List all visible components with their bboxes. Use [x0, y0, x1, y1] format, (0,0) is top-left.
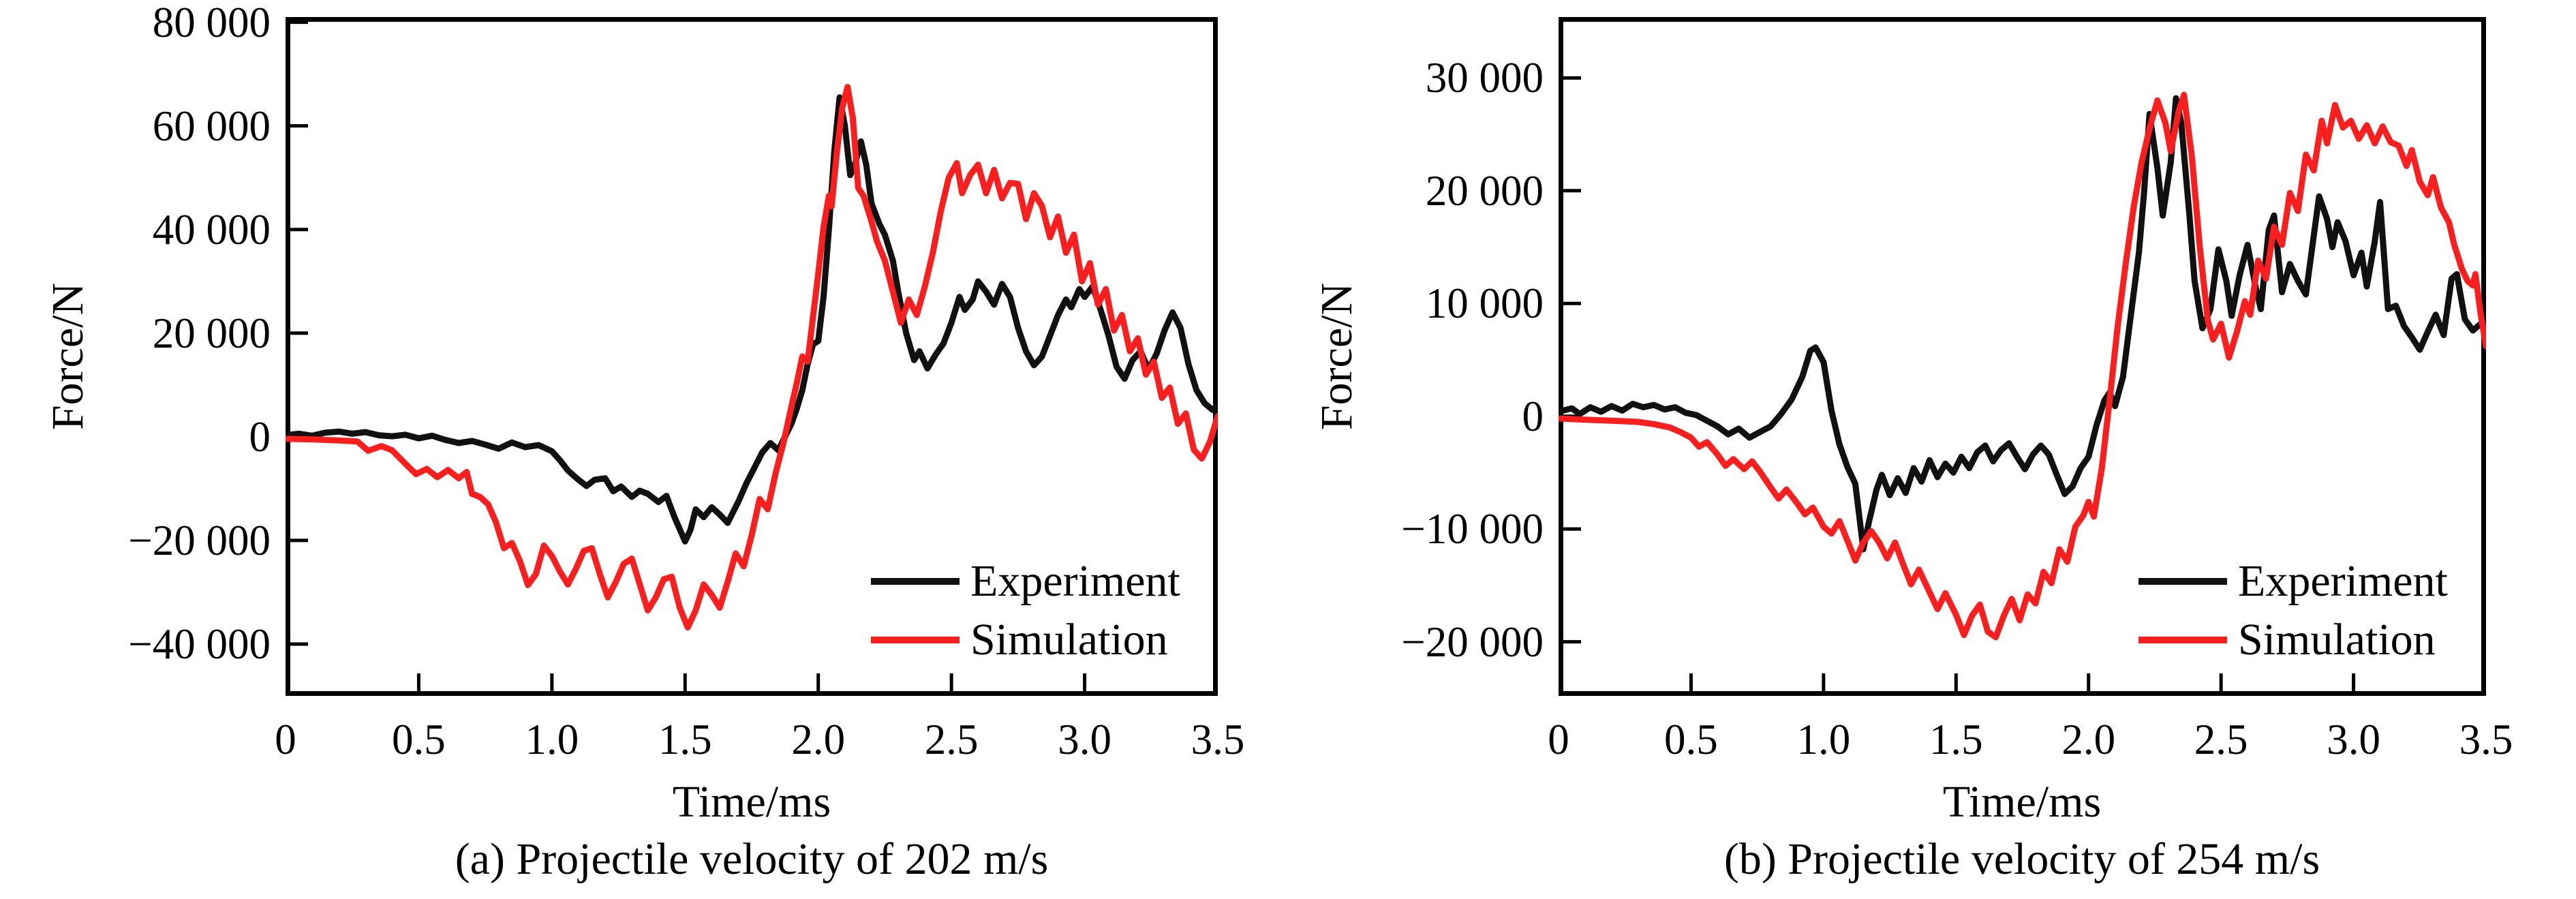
legend-label-experiment: Experiment	[970, 556, 1180, 606]
y-tick-label: 30 000	[1425, 54, 1544, 102]
x-axis-title-chart-a: Time/ms	[672, 777, 831, 827]
legend-chart-b: Experiment Simulation	[2138, 557, 2448, 665]
simulation-line	[1559, 91, 2486, 641]
legend-row-simulation: Simulation	[2138, 615, 2448, 665]
y-tick-label: −20 000	[1401, 618, 1544, 666]
x-tick-label: 0	[275, 716, 296, 763]
simulation-line-swatch	[871, 637, 960, 643]
y-tick-label: −10 000	[1401, 505, 1544, 553]
y-axis-title-chart-a: Force/N	[43, 282, 93, 431]
legend-label-experiment: Experiment	[2238, 556, 2448, 606]
x-tick-label: 2.5	[924, 716, 979, 763]
experiment-line-swatch	[871, 578, 960, 585]
x-tick-label: 1.5	[658, 716, 712, 763]
legend-label-simulation: Simulation	[2238, 615, 2436, 665]
x-tick-label: 1.5	[1929, 716, 1983, 763]
y-tick-label: 20 000	[152, 309, 271, 357]
legend-row-simulation: Simulation	[871, 615, 1180, 665]
x-axis-title-chart-b: Time/ms	[1942, 777, 2102, 827]
x-tick-label: 0.5	[1664, 716, 1718, 763]
x-tick-label: 0	[1548, 716, 1569, 763]
experiment-line	[286, 94, 1218, 545]
y-tick-label: 60 000	[152, 102, 271, 150]
experiment-line	[1559, 95, 2486, 553]
x-tick-label: 2.0	[791, 716, 846, 763]
y-tick-label: −20 000	[128, 516, 271, 564]
plot-area-chart-b	[1559, 17, 2486, 696]
x-tick-label: 0.5	[392, 716, 446, 763]
plot-frame	[286, 17, 1218, 696]
y-tick-label: 20 000	[1425, 166, 1544, 215]
y-tick-label: 0	[249, 412, 271, 461]
plot-frame	[1559, 17, 2486, 696]
plot-area-chart-a	[286, 17, 1218, 696]
legend-label-simulation: Simulation	[970, 615, 1168, 665]
simulation-line	[286, 84, 1218, 631]
caption-chart-a: (a) Projectile velocity of 202 m/s	[455, 834, 1049, 884]
x-tick-label: 2.5	[2194, 716, 2248, 763]
experiment-line-swatch	[2138, 578, 2227, 585]
x-tick-label: 3.5	[2459, 716, 2513, 763]
x-tick-label: 3.5	[1191, 716, 1245, 763]
caption-chart-b: (b) Projectile velocity of 254 m/s	[1723, 834, 2320, 884]
legend-chart-a: Experiment Simulation	[871, 557, 1180, 665]
x-tick-label: 1.0	[1796, 716, 1851, 763]
legend-row-experiment: Experiment	[2138, 557, 2448, 606]
y-tick-label: 40 000	[152, 205, 271, 254]
y-axis-title-chart-b: Force/N	[1312, 282, 1362, 431]
x-tick-label: 3.0	[1058, 716, 1111, 763]
x-tick-label: 2.0	[2061, 716, 2116, 763]
y-tick-label: 10 000	[1425, 279, 1544, 328]
x-tick-label: 1.0	[525, 716, 579, 763]
y-tick-label: 0	[1522, 392, 1544, 440]
y-tick-label: 80 000	[152, 0, 271, 46]
y-tick-label: −40 000	[128, 620, 271, 668]
simulation-line-swatch	[2138, 637, 2227, 643]
x-tick-label: 3.0	[2327, 716, 2380, 763]
legend-row-experiment: Experiment	[871, 557, 1180, 606]
